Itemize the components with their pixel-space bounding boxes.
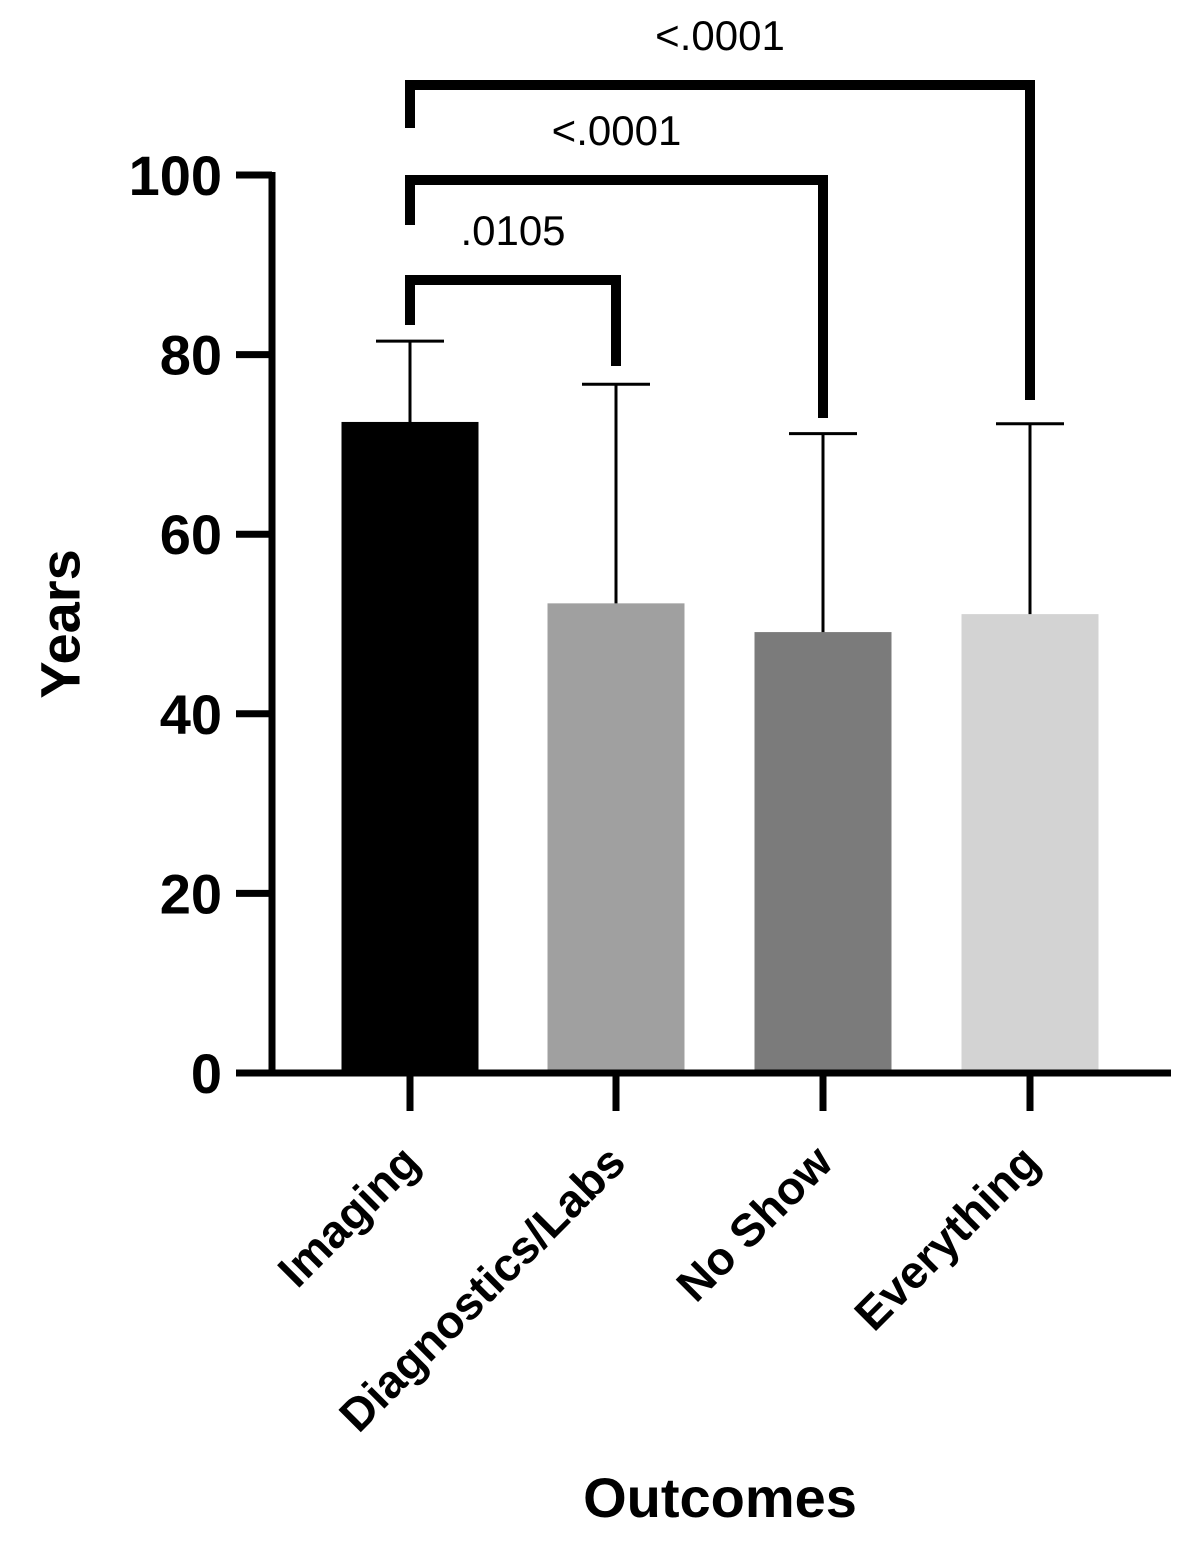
x-tick-label: No Show	[666, 1135, 842, 1311]
y-tick-label: 40	[160, 683, 222, 746]
bars-layer	[341, 421, 1099, 1073]
p-value-label: <.0001	[655, 12, 785, 59]
bar-everything	[961, 614, 1099, 1073]
y-tick-label: 0	[191, 1042, 222, 1105]
significance-bracket	[405, 80, 1035, 400]
significance-bracket	[405, 175, 828, 418]
y-tick-label: 20	[160, 862, 222, 925]
p-value-label: <.0001	[552, 107, 682, 154]
bar-no-show	[754, 632, 892, 1073]
y-tick-label: 80	[160, 324, 222, 387]
y-ticks: 0 20 40 60 80 100	[129, 144, 272, 1105]
y-axis-title: Years	[29, 549, 92, 699]
significance-brackets: .0105 <.0001 <.0001	[405, 12, 1035, 418]
significance-bracket	[405, 275, 621, 366]
y-tick-label: 100	[129, 144, 222, 207]
bar-diagnostics-labs	[547, 603, 685, 1073]
x-axis-title: Outcomes	[583, 1466, 857, 1529]
bar-imaging	[341, 421, 479, 1073]
error-bars-layer	[376, 339, 1064, 633]
axes-layer	[236, 172, 1171, 1077]
p-value-label: .0105	[460, 207, 565, 254]
x-tick-label: Everything	[844, 1135, 1049, 1340]
x-tick-label: Imaging	[268, 1135, 429, 1296]
y-tick-label: 60	[160, 503, 222, 566]
